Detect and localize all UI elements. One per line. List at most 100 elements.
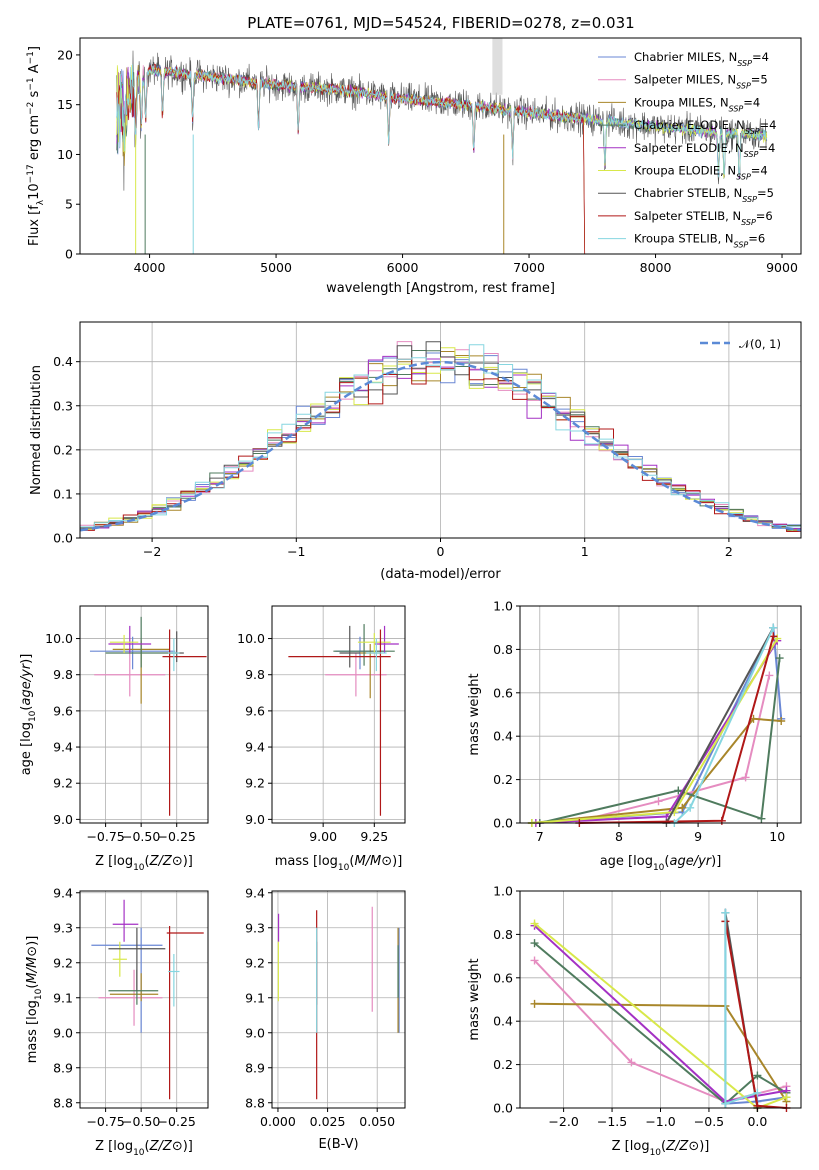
error-bar-8: [288, 629, 391, 816]
x-tick-label: 5000: [260, 260, 292, 275]
y-axis-label: mass weight: [467, 673, 482, 755]
error-bar-9: [168, 954, 180, 1007]
error-bar-9: [366, 638, 387, 672]
age-vs-metallicity-panel: −0.75−0.50−0.25 9.0 9.2 9.4 9.6 9.8 10.0 Z [log…: [19, 605, 209, 873]
y-tick-label: 0.6: [493, 685, 513, 700]
y-tick-label: 9.6: [245, 703, 265, 718]
weight-marker-9: [769, 623, 778, 632]
legend-label-1: Chabrier MILES, NSSP=4: [634, 50, 769, 68]
y-tick-label: 0.2: [493, 1057, 513, 1072]
y-tick-label: 9.2: [245, 776, 265, 791]
y-tick-label: 9.8: [53, 667, 73, 682]
x-tick-label: −0.50: [122, 1114, 160, 1129]
normal-reference-curve: [79, 360, 802, 532]
weight-marker-6: [782, 1093, 791, 1102]
y-tick-label: 8.8: [53, 1095, 73, 1110]
x-tick-label: 8000: [640, 260, 672, 275]
y-tick-label: 9.0: [245, 812, 265, 827]
weight-marker-3: [530, 999, 539, 1008]
x-tick-label: 9: [694, 829, 702, 844]
y-tick-label: 9.2: [245, 955, 265, 970]
y-tick-label: 10.0: [45, 631, 73, 646]
x-tick-label: 4000: [134, 260, 166, 275]
y-tick-label: 8.9: [245, 1060, 265, 1075]
residual-histogram-9: [80, 344, 801, 538]
weight-series-1: [531, 624, 783, 824]
weight-marker-4: [674, 786, 683, 795]
error-bar-6: [357, 633, 391, 654]
error-bar-5: [374, 625, 399, 654]
error-bar-4: [333, 624, 395, 666]
legend-label-4: Chabrier ELODIE, NSSP=4: [634, 118, 776, 136]
y-tick-label: 9.2: [53, 776, 73, 791]
x-tick-label: −0.50: [122, 829, 160, 844]
x-axis-label: Z [log10(Z/Z⊙)]: [95, 854, 193, 873]
weight-marker-9: [721, 1099, 730, 1108]
x-tick-label: −1.0: [645, 1114, 675, 1129]
y-tick-label: 0.1: [53, 486, 73, 501]
weight-marker-9: [721, 908, 730, 917]
error-bar-3: [109, 973, 159, 1002]
y-tick-label: 9.4: [245, 885, 265, 900]
legend-label-3: Kroupa MILES, NSSP=4: [634, 95, 760, 113]
y-tick-label: 9.3: [245, 920, 265, 935]
weight-series-3: [531, 717, 782, 824]
weight-marker-2: [530, 956, 539, 965]
y-axis-label: Flux [fλ10−17 erg cm−2 s−1 A−1]: [26, 46, 46, 246]
weight-marker-4: [757, 814, 766, 823]
error-bar-5: [112, 899, 139, 942]
age-vs-mass-panel: 9.00 9.25 9.0 9.2 9.4 9.6 9.8 10.0 mass [log10(M…: [237, 605, 406, 873]
y-tick-label: 1.0: [493, 884, 513, 899]
y-tick-label: 0.2: [53, 442, 73, 457]
x-tick-label: 9.25: [360, 829, 388, 844]
error-bar-2: [94, 653, 166, 697]
weight-marker-9: [753, 1088, 762, 1097]
mass-weight-vs-metallicity-panel: −2.0 −1.5 −1.0 −0.5 0.0 0.0 0.2 0.4 0.6 0.8 1.0 Z […: [467, 884, 802, 1158]
weight-marker-2: [627, 1058, 636, 1067]
mass-vs-reddening-panel: 0.000 0.025 0.050 8.8 8.9 9.0 9.1 9.2 9.3 9.4 E(B-…: [245, 885, 406, 1152]
weight-marker-6: [530, 919, 539, 928]
y-tick-label: 9.0: [53, 812, 73, 827]
y-tick-label: 9.8: [245, 667, 265, 682]
error-bar-7: [169, 631, 184, 663]
spectrum-line-9: [116, 64, 768, 178]
weight-marker-8: [717, 816, 726, 825]
x-tick-label: 0: [437, 544, 445, 559]
error-bar-3: [359, 643, 381, 699]
weight-series-4: [539, 657, 781, 824]
legend-label-7: Chabrier STELIB, NSSP=5: [634, 186, 774, 204]
y-tick-label: 10: [57, 147, 73, 162]
weight-marker-4: [753, 1071, 762, 1080]
mass-vs-metallicity-panel: −0.75−0.50−0.25 8.8 8.9 9.0 9.1 9.2 9.3 9.4 Z [l…: [25, 885, 209, 1158]
weight-series-2: [579, 675, 771, 822]
y-tick-label: 0.4: [493, 1014, 513, 1029]
error-bar-8: [166, 926, 204, 1100]
y-tick-label: 0.0: [53, 531, 73, 546]
weight-series-8: [724, 921, 787, 1109]
weight-marker-9: [686, 803, 695, 812]
y-tick-label: 9.4: [53, 885, 73, 900]
legend-label-5: Salpeter ELODIE, NSSP=4: [634, 141, 775, 159]
x-tick-label: −2: [143, 544, 161, 559]
y-axis-label: mass weight: [467, 958, 482, 1040]
x-tick-label: −0.75: [86, 1114, 124, 1129]
error-bar-6: [109, 634, 139, 654]
y-tick-label: 9.1: [53, 990, 73, 1005]
axes-frame: [271, 890, 406, 1109]
y-tick-label: 0.2: [493, 772, 513, 787]
legend-label-8: Salpeter STELIB, NSSP=6: [634, 209, 773, 227]
x-tick-label: 9000: [766, 260, 798, 275]
axes-frame: [79, 37, 802, 255]
y-axis-label: Normed distribution: [29, 365, 44, 495]
axes-frame: [79, 890, 209, 1109]
x-tick-label: −0.25: [158, 1114, 196, 1129]
error-bar-2: [98, 969, 163, 1026]
error-bar-6: [112, 941, 127, 977]
y-tick-label: 20: [57, 47, 73, 62]
residuals-panel: −2 −1 0 1 2 0.0 0.1 0.2 0.3 0.4 (data-model)/error…: [29, 321, 802, 582]
x-axis-label: E(B-V): [318, 1137, 358, 1152]
y-tick-label: 0: [65, 247, 73, 262]
y-tick-label: 0.0: [493, 1101, 513, 1116]
y-tick-label: 9.6: [53, 703, 73, 718]
